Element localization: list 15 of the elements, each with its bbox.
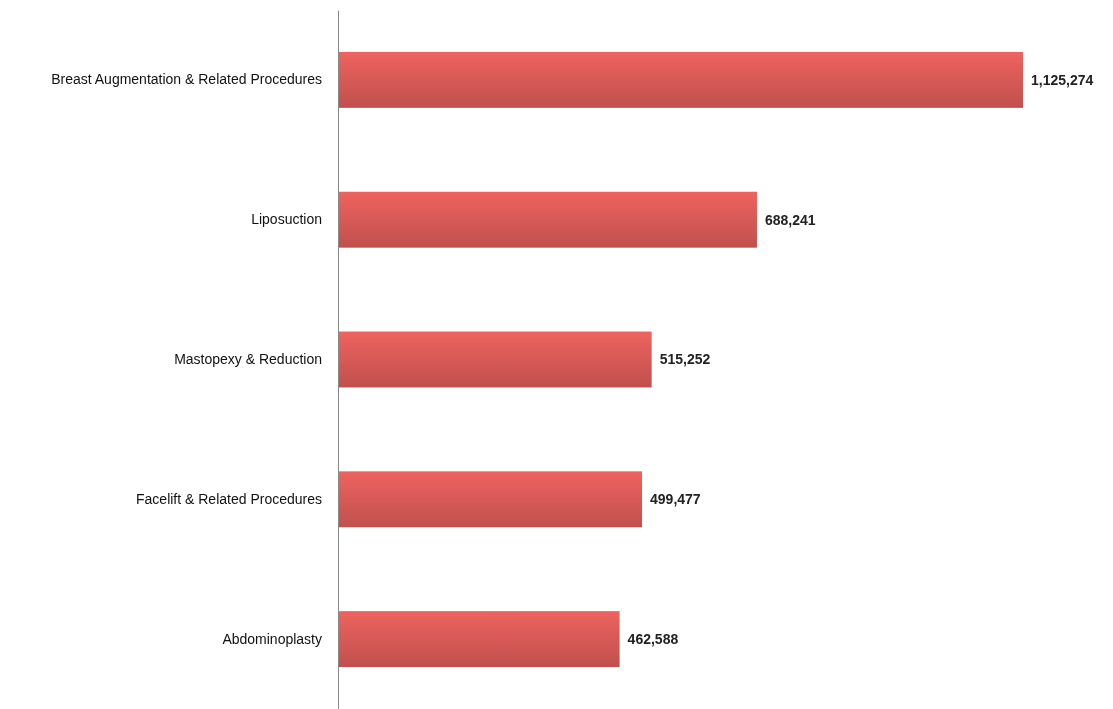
y-tick-label: Facelift & Related Procedures <box>136 490 322 507</box>
data-label: 499,477 <box>650 491 701 508</box>
data-label: 515,252 <box>659 351 711 368</box>
bar <box>338 191 757 248</box>
y-tick-label: Breast Augmentation & Related Procedures <box>51 71 322 88</box>
data-label: 688,241 <box>764 211 816 228</box>
y-tick-label: Liposuction <box>251 211 322 228</box>
bar <box>338 51 1023 108</box>
y-tick-label: Abdominoplasty <box>222 630 322 647</box>
y-tick-label: Mastopexy & Reduction <box>174 350 322 367</box>
data-label: 1,125,274 <box>1031 71 1094 88</box>
bar <box>338 331 652 388</box>
bar <box>338 471 643 528</box>
data-label: 462,588 <box>627 631 679 647</box>
bar <box>338 611 620 668</box>
